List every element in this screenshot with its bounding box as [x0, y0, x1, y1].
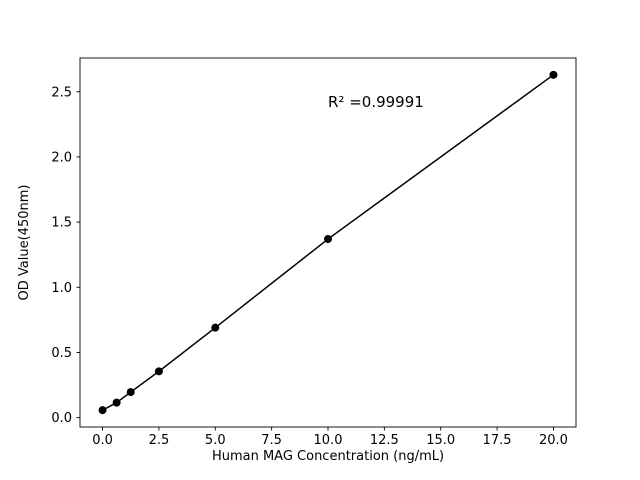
- x-tick-label: 20.0: [539, 433, 568, 448]
- x-tick-label: 10.0: [314, 433, 343, 448]
- x-tick-label: 2.5: [149, 433, 170, 448]
- y-tick-label: 1.5: [51, 216, 72, 231]
- x-axis-label: Human MAG Concentration (ng/mL): [212, 449, 444, 464]
- y-tick-label: 0.5: [51, 346, 72, 361]
- y-tick-label: 0.0: [51, 411, 72, 426]
- x-tick-label: 5.0: [205, 433, 226, 448]
- y-tick-label: 1.0: [51, 281, 72, 296]
- x-tick-label: 12.5: [370, 433, 399, 448]
- data-point: [126, 388, 135, 397]
- data-point: [324, 235, 332, 244]
- data-point: [112, 398, 121, 407]
- data-point: [549, 70, 558, 79]
- data-point: [98, 406, 107, 415]
- plot-area: 0.0 2.5 5.0 7.5 10.0 12.5 15.0 17.5 20.0 0.0 0.5 1.…: [51, 57, 577, 448]
- data-point: [211, 323, 220, 332]
- y-axis-label: OD Value(450nm): [17, 185, 32, 301]
- data-point: [154, 367, 163, 376]
- x-tick-label: 15.0: [426, 433, 455, 448]
- x-tick-label: 0.0: [92, 433, 113, 448]
- r-squared-annotation: R² =0.99991: [328, 93, 424, 111]
- x-tick-label: 17.5: [483, 433, 512, 448]
- x-tick-label: 7.5: [261, 433, 282, 448]
- y-tick-label: 2.0: [51, 150, 72, 165]
- y-tick-label: 2.5: [51, 85, 72, 100]
